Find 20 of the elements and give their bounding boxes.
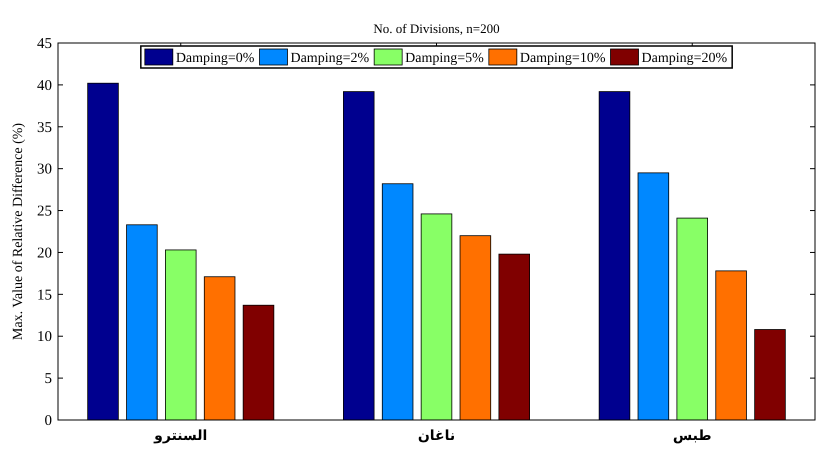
y-axis-title: Max. Value of Relative Difference (%) xyxy=(11,122,26,340)
x-tick-label: ناغان xyxy=(418,428,456,444)
y-tick-label: 25 xyxy=(37,204,52,220)
y-tick-label: 0 xyxy=(44,413,52,429)
x-tick-label: طبس xyxy=(672,428,712,444)
legend-label: Damping=5% xyxy=(405,51,484,66)
y-tick-label: 15 xyxy=(37,287,52,304)
legend-label: Damping=10% xyxy=(520,51,606,66)
legend-label: Damping=20% xyxy=(642,51,728,66)
chart-title: No. of Divisions, n=200 xyxy=(373,21,500,36)
y-tick-label: 35 xyxy=(37,120,52,136)
y-tick-label: 40 xyxy=(37,78,52,94)
y-tick-label: 10 xyxy=(37,329,52,346)
legend-label: Damping=2% xyxy=(290,51,370,66)
y-tick-label: 5 xyxy=(44,371,52,388)
y-tick-label: 30 xyxy=(37,162,52,178)
legend-label: Damping=0% xyxy=(176,51,255,66)
x-tick-label: السنترو xyxy=(153,428,208,444)
y-tick-label: 20 xyxy=(37,245,52,262)
y-tick-label: 45 xyxy=(37,36,52,52)
